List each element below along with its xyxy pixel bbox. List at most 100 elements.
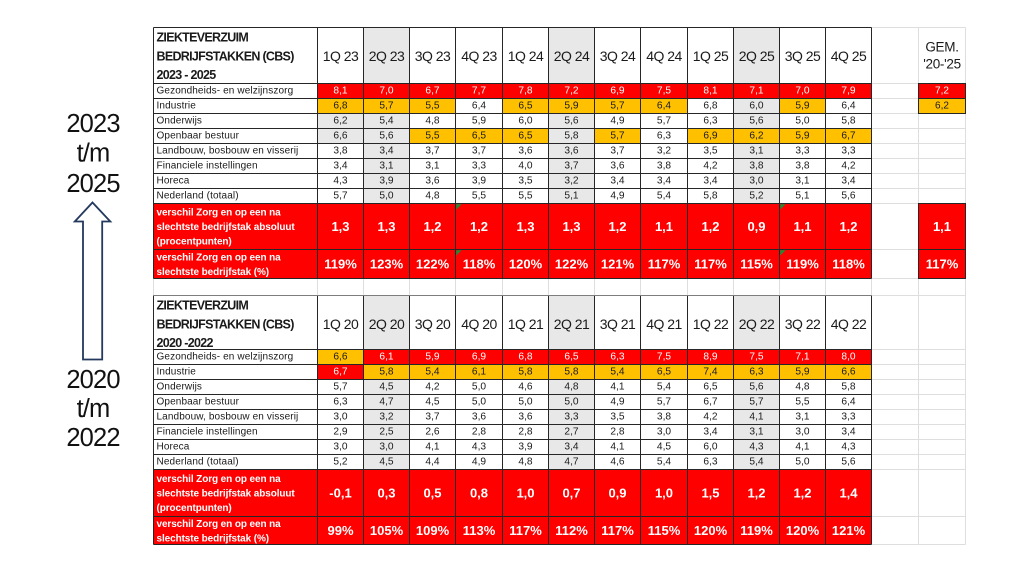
svg-text:4,4: 4,4: [425, 457, 439, 468]
svg-text:5,2: 5,2: [333, 457, 347, 468]
svg-text:2023 - 2025: 2023 - 2025: [157, 68, 217, 82]
svg-text:5,7: 5,7: [749, 397, 763, 408]
svg-text:2,5: 2,5: [379, 427, 393, 438]
svg-text:0,9: 0,9: [608, 486, 626, 501]
svg-text:2,6: 2,6: [425, 427, 439, 438]
svg-text:Nederland (totaal): Nederland (totaal): [157, 457, 239, 468]
svg-text:4Q 23: 4Q 23: [461, 48, 497, 64]
svg-text:3,5: 3,5: [703, 146, 717, 157]
svg-text:verschil Zorg en op een na: verschil Zorg en op een na: [157, 519, 282, 530]
svg-text:117%: 117%: [694, 257, 727, 272]
svg-text:7,4: 7,4: [703, 367, 717, 378]
svg-text:121%: 121%: [601, 257, 635, 272]
svg-text:5,5: 5,5: [472, 191, 486, 202]
svg-text:3,4: 3,4: [657, 176, 671, 187]
svg-text:5,0: 5,0: [795, 457, 809, 468]
svg-text:3Q 24: 3Q 24: [600, 48, 636, 64]
svg-text:7,5: 7,5: [657, 352, 671, 363]
svg-text:3,4: 3,4: [841, 176, 855, 187]
svg-text:123%: 123%: [370, 257, 404, 272]
svg-text:Landbouw, bosbouw en visserij: Landbouw, bosbouw en visserij: [157, 412, 299, 423]
svg-text:1,0: 1,0: [516, 486, 534, 501]
svg-text:6,5: 6,5: [703, 382, 717, 393]
svg-text:(procentpunten): (procentpunten): [157, 503, 232, 514]
svg-text:5,4: 5,4: [379, 116, 393, 127]
svg-text:3,8: 3,8: [657, 161, 671, 172]
svg-text:117%: 117%: [601, 523, 634, 538]
svg-text:4,8: 4,8: [425, 116, 439, 127]
svg-text:119%: 119%: [786, 257, 819, 272]
svg-text:5,9: 5,9: [425, 352, 439, 363]
svg-text:3Q 21: 3Q 21: [600, 316, 636, 332]
svg-text:4,3: 4,3: [841, 442, 855, 453]
svg-text:5,4: 5,4: [657, 457, 671, 468]
svg-text:5,4: 5,4: [425, 367, 439, 378]
svg-text:5,5: 5,5: [518, 191, 532, 202]
svg-text:2020 -2022: 2020 -2022: [157, 336, 214, 350]
svg-text:2Q 23: 2Q 23: [369, 48, 405, 64]
svg-text:3,1: 3,1: [379, 161, 393, 172]
svg-text:3,7: 3,7: [425, 146, 439, 157]
svg-text:5,2: 5,2: [749, 191, 763, 202]
svg-text:ZIEKTEVERZUIM: ZIEKTEVERZUIM: [157, 31, 249, 45]
svg-text:3,4: 3,4: [703, 427, 717, 438]
svg-text:0,7: 0,7: [562, 486, 580, 501]
svg-text:4,3: 4,3: [333, 176, 347, 187]
svg-text:6,7: 6,7: [703, 397, 717, 408]
svg-text:112%: 112%: [555, 523, 588, 538]
svg-text:2Q 25: 2Q 25: [739, 48, 775, 64]
svg-text:5,9: 5,9: [564, 101, 578, 112]
svg-text:5,0: 5,0: [518, 397, 532, 408]
svg-text:Nederland (totaal): Nederland (totaal): [157, 191, 239, 202]
svg-text:5,0: 5,0: [564, 397, 578, 408]
svg-text:verschil Zorg en op een na: verschil Zorg en op een na: [157, 208, 282, 219]
svg-text:2020: 2020: [66, 366, 120, 394]
svg-text:3,7: 3,7: [610, 146, 624, 157]
svg-text:119%: 119%: [740, 523, 773, 538]
svg-text:6,9: 6,9: [610, 86, 624, 97]
svg-text:4,9: 4,9: [472, 457, 486, 468]
svg-text:8,1: 8,1: [703, 86, 717, 97]
svg-text:5,4: 5,4: [610, 367, 624, 378]
svg-text:7,1: 7,1: [795, 352, 809, 363]
svg-text:1,3: 1,3: [516, 219, 534, 234]
svg-text:3,9: 3,9: [518, 442, 532, 453]
svg-text:5,6: 5,6: [841, 191, 855, 202]
svg-text:3,4: 3,4: [379, 146, 393, 157]
svg-text:6,5: 6,5: [518, 101, 532, 112]
svg-text:ZIEKTEVERZUIM: ZIEKTEVERZUIM: [157, 299, 249, 313]
svg-text:3,7: 3,7: [425, 412, 439, 423]
svg-text:Onderwijs: Onderwijs: [157, 382, 203, 393]
svg-text:1,0: 1,0: [655, 486, 673, 501]
svg-text:6,8: 6,8: [333, 101, 347, 112]
svg-text:4,1: 4,1: [610, 382, 624, 393]
svg-text:7,9: 7,9: [841, 86, 855, 97]
svg-text:4,7: 4,7: [379, 397, 393, 408]
svg-text:4Q 24: 4Q 24: [646, 48, 682, 64]
svg-text:6,9: 6,9: [703, 131, 717, 142]
svg-text:5,4: 5,4: [749, 457, 763, 468]
svg-text:4,9: 4,9: [610, 397, 624, 408]
svg-text:6,3: 6,3: [703, 116, 717, 127]
svg-text:4,8: 4,8: [795, 382, 809, 393]
svg-text:3,4: 3,4: [610, 176, 624, 187]
svg-text:5,6: 5,6: [564, 116, 578, 127]
svg-text:4Q 25: 4Q 25: [831, 48, 867, 64]
svg-text:3,8: 3,8: [333, 146, 347, 157]
svg-text:4,5: 4,5: [425, 397, 439, 408]
svg-text:Financiele instellingen: Financiele instellingen: [157, 161, 258, 172]
svg-text:3,0: 3,0: [657, 427, 671, 438]
svg-text:3,4: 3,4: [333, 161, 347, 172]
svg-text:4Q 20: 4Q 20: [461, 316, 497, 332]
svg-text:7,0: 7,0: [795, 86, 809, 97]
svg-text:0,9: 0,9: [747, 219, 765, 234]
svg-text:Horeca: Horeca: [157, 442, 190, 453]
svg-text:3,0: 3,0: [379, 442, 393, 453]
svg-text:7,7: 7,7: [472, 86, 486, 97]
svg-text:120%: 120%: [786, 523, 820, 538]
svg-text:1Q 23: 1Q 23: [323, 48, 359, 64]
svg-text:Openbaar bestuur: Openbaar bestuur: [157, 397, 240, 408]
svg-text:117%: 117%: [926, 257, 959, 272]
svg-text:4,1: 4,1: [425, 442, 439, 453]
svg-text:5,7: 5,7: [657, 397, 671, 408]
